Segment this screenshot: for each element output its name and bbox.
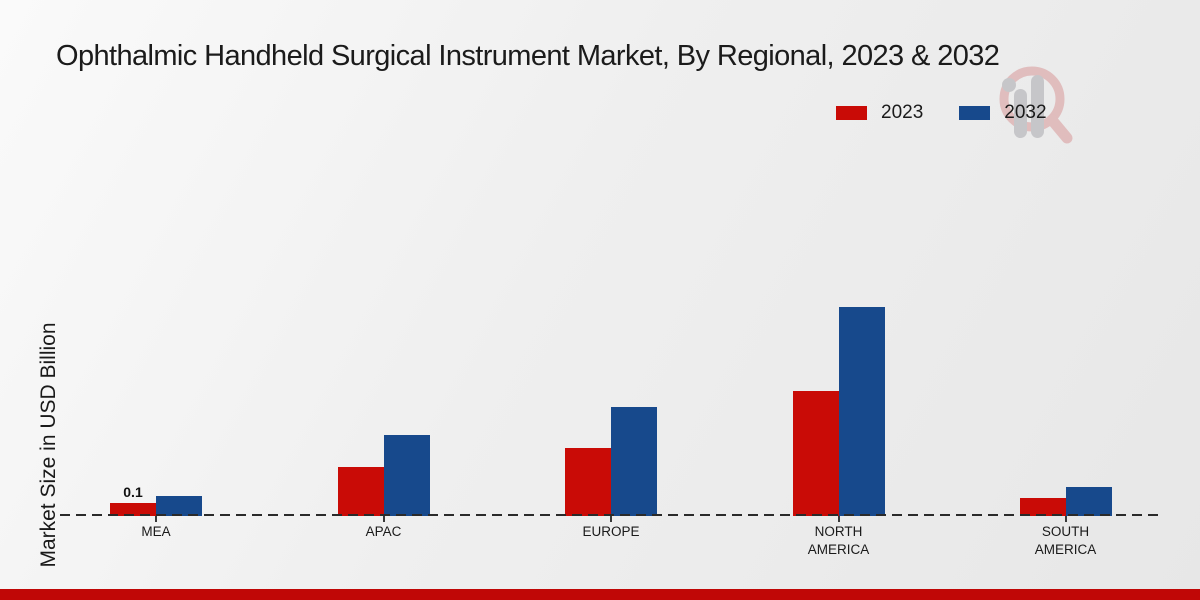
y-axis-label: Market Size in USD Billion: [37, 322, 60, 568]
chart-title: Ophthalmic Handheld Surgical Instrument …: [56, 40, 1000, 72]
x-axis-line: [60, 514, 1164, 516]
magnifier-bar-chart-logo-icon: [999, 66, 1073, 144]
bar-2032-mea[interactable]: [156, 496, 202, 516]
bar-value-label: 0.1: [123, 484, 143, 500]
axis-tick-mea: [155, 516, 157, 522]
axis-tick-apac: [382, 516, 385, 522]
category-label-europe: EUROPE: [582, 524, 640, 539]
legend-label-2023: 2023: [881, 102, 924, 123]
bar-2023-apac[interactable]: [337, 467, 384, 516]
bar-2023-europe[interactable]: [565, 448, 611, 516]
bar-2032-europe[interactable]: [611, 407, 657, 516]
legend-label-2032: 2032: [1004, 102, 1047, 123]
footer-bar: [0, 589, 1200, 600]
axis-tick-north-america: [837, 516, 840, 522]
category-label-apac: APAC: [365, 524, 402, 539]
legend-swatch-2023: [836, 106, 867, 120]
legend: 2023 2032: [836, 102, 1047, 124]
bar-2032-apac[interactable]: [383, 435, 430, 516]
bar-2023-south-america[interactable]: [1019, 498, 1066, 516]
category-label-mea: MEA: [141, 524, 171, 539]
legend-item-2023[interactable]: 2023: [836, 102, 923, 124]
bar-2023-north-america[interactable]: [792, 391, 839, 516]
category-label-north-america: NORTH AMERICA: [807, 524, 870, 557]
category-label-south-america: SOUTH AMERICA: [1034, 524, 1097, 557]
bar-2032-south-america[interactable]: [1065, 487, 1112, 516]
bar-2023-mea[interactable]: [110, 503, 156, 516]
bar-2032-north-america[interactable]: [838, 307, 885, 516]
legend-swatch-2032: [959, 106, 991, 120]
axis-tick-south-america: [1064, 516, 1067, 522]
legend-item-2032[interactable]: 2032: [959, 102, 1047, 124]
axis-tick-europe: [610, 516, 612, 522]
